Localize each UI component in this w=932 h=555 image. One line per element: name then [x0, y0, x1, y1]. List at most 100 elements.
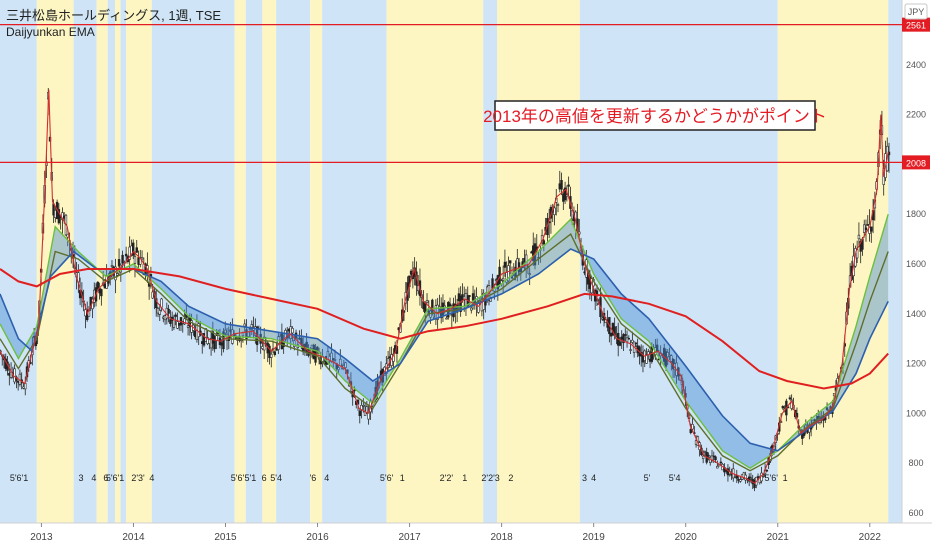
background-band-2	[73, 0, 97, 523]
candle-body	[618, 341, 622, 346]
candle-body	[468, 295, 471, 297]
y-axis-panel[interactable]	[902, 0, 932, 550]
marker-label: 5'6'1	[106, 473, 124, 483]
y-tick-label: 800	[908, 458, 923, 468]
candle-body	[358, 410, 361, 417]
marker-label: 1	[400, 473, 405, 483]
candle-body	[293, 340, 296, 347]
candle-body	[556, 204, 560, 206]
y-tick-label: 600	[908, 508, 923, 518]
candle-body	[248, 328, 252, 331]
candle-body	[788, 397, 792, 400]
marker-label: 4	[591, 473, 596, 483]
candle-body	[448, 303, 452, 307]
candle-body	[204, 328, 207, 342]
x-tick-label: 2018	[490, 532, 513, 543]
candle-body	[110, 265, 114, 267]
ema-green-line[interactable]	[0, 214, 889, 470]
candle-body	[477, 302, 480, 313]
candle-body	[716, 466, 719, 469]
marker-label: 5'4	[270, 473, 282, 483]
candle-body	[284, 330, 287, 340]
ema-long-line[interactable]	[0, 268, 889, 390]
marker-label: 4	[324, 473, 329, 483]
candle-body	[132, 242, 135, 256]
background-band-13	[310, 0, 323, 523]
candle-body	[362, 405, 365, 407]
x-tick-label: 2019	[583, 532, 606, 543]
candle-body	[625, 337, 629, 343]
candle-body	[117, 259, 121, 267]
ema-lines	[0, 89, 889, 484]
candle-body	[749, 477, 753, 480]
candle-body	[627, 337, 631, 340]
candle-body	[765, 469, 769, 472]
marker-label: 2'2'3	[481, 473, 499, 483]
x-axis-panel[interactable]	[0, 523, 932, 550]
y-tick-label: 2400	[906, 60, 926, 70]
marker-label: 6	[103, 473, 108, 483]
background-band-11	[262, 0, 277, 523]
ema-dark-line[interactable]	[0, 233, 889, 472]
candle-body	[167, 308, 170, 314]
candle-body	[553, 207, 556, 215]
candle-body	[781, 406, 785, 409]
candle-body	[567, 184, 570, 187]
candle-body	[213, 336, 216, 350]
background-band-16	[483, 0, 498, 523]
candle-body	[645, 354, 648, 364]
currency-badge[interactable]	[904, 3, 928, 20]
background-band-9	[234, 0, 246, 523]
candle-body	[707, 454, 710, 457]
background-band-14	[322, 0, 387, 523]
candle-body	[124, 253, 128, 257]
marker-label: 2'3'	[131, 473, 145, 483]
candle-body	[634, 342, 638, 345]
candle-body	[503, 261, 507, 268]
candle-body	[100, 289, 103, 297]
candle-body	[243, 323, 246, 327]
marker-label: 2	[508, 473, 513, 483]
candle-body	[353, 389, 356, 392]
candle-body	[116, 273, 119, 276]
marker-label: 4	[149, 473, 154, 483]
candle-body	[282, 340, 285, 347]
background-band-1	[36, 0, 74, 523]
symbol-title: 三井松島ホールディングス, 1週, TSE	[6, 8, 221, 23]
candle-body	[691, 424, 694, 430]
candle-body	[689, 429, 692, 433]
candle-body	[445, 317, 448, 320]
y-tick-label: 1400	[906, 309, 926, 319]
marker-label: 3	[78, 473, 83, 483]
candle-body	[172, 319, 176, 328]
marker-label: 2'2'	[440, 473, 454, 483]
candle-body	[563, 187, 567, 201]
candle-body	[273, 351, 277, 355]
candle-body	[441, 302, 445, 316]
candle-body	[629, 349, 632, 351]
marker-label: '6	[310, 473, 317, 483]
marker-label: 1	[23, 473, 28, 483]
candle-body	[224, 329, 227, 334]
annotation: 2013年の高値を更新するかどうかがポイント	[483, 100, 827, 131]
candle-body	[140, 257, 144, 260]
candle-body	[735, 475, 738, 479]
price-line[interactable]	[0, 89, 889, 484]
y-tick-label: 2200	[906, 110, 926, 120]
candle-body	[158, 310, 161, 315]
candle-body	[670, 355, 673, 362]
candle-body	[268, 345, 271, 359]
marker-label: 5'6'	[380, 473, 394, 483]
candle-body	[666, 352, 669, 358]
candle-body	[714, 456, 717, 461]
background-bands	[0, 0, 902, 523]
candle-body	[471, 293, 475, 301]
background-band-18	[579, 0, 778, 523]
candle-body	[135, 247, 138, 253]
marker-label: 5'1	[244, 473, 256, 483]
marker-label: 5'	[644, 473, 651, 483]
candle-body	[305, 341, 308, 352]
marker-label: 5'6'	[231, 473, 245, 483]
candle-body	[739, 479, 742, 482]
